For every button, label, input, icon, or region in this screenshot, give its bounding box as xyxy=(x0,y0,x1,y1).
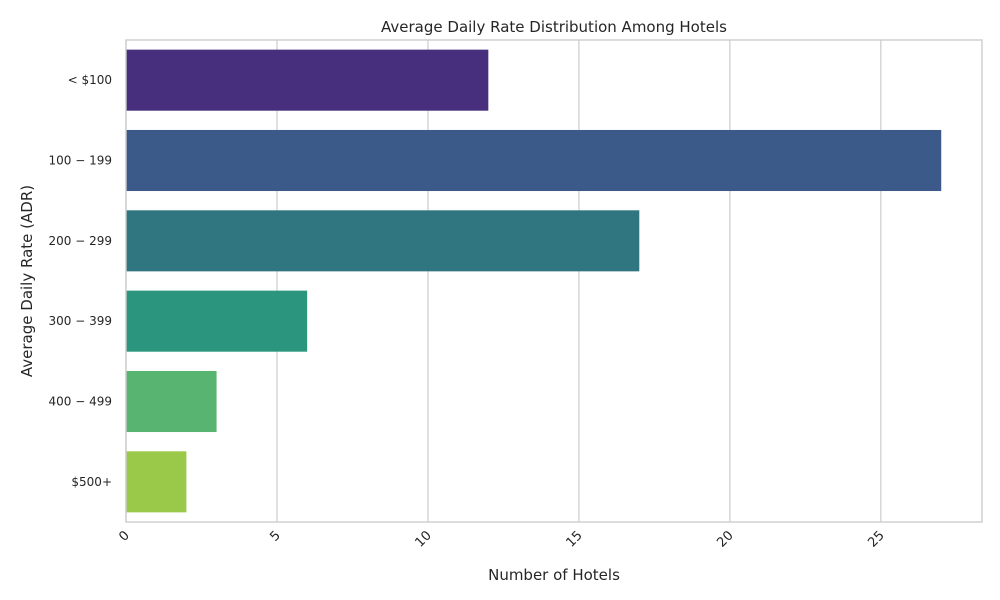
y-tick-label: 400 − 499 xyxy=(49,395,113,409)
y-tick-label: $500+ xyxy=(71,475,112,489)
y-tick-label: < $100 xyxy=(68,73,112,87)
x-axis-label: Number of Hotels xyxy=(488,566,620,584)
y-tick-label: 200 − 299 xyxy=(49,234,113,248)
chart-title: Average Daily Rate Distribution Among Ho… xyxy=(381,18,727,36)
x-tick-label: 25 xyxy=(865,528,887,550)
bar xyxy=(126,129,942,192)
grid-layer xyxy=(125,40,882,522)
plot-frame xyxy=(125,39,983,523)
y-tick-label: 100 − 199 xyxy=(49,154,113,168)
bar xyxy=(126,451,187,513)
x-tick-label: 10 xyxy=(412,528,434,550)
x-tick-label: 0 xyxy=(116,528,132,544)
bar xyxy=(126,49,489,111)
x-tick-labels: 0 5 10 15 20 25 xyxy=(116,528,887,550)
bars-layer xyxy=(126,49,942,513)
x-tick-label: 20 xyxy=(714,528,736,550)
bar xyxy=(126,290,308,352)
y-tick-label: 300 − 399 xyxy=(49,314,113,328)
bar xyxy=(126,370,217,433)
y-axis-label: Average Daily Rate (ADR) xyxy=(18,185,36,377)
bar xyxy=(126,210,640,272)
x-tick-label: 5 xyxy=(267,528,283,544)
x-tick-label: 15 xyxy=(563,528,585,550)
y-tick-labels: < $100 100 − 199 200 − 299 300 − 399 400 − 4… xyxy=(49,73,113,489)
